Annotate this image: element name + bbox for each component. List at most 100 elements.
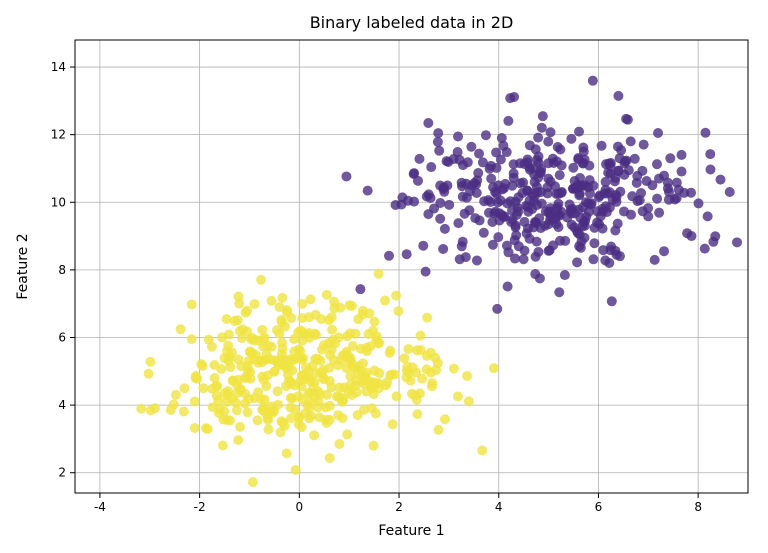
scatter-point (146, 405, 156, 415)
scatter-point (272, 386, 282, 396)
scatter-point (242, 407, 252, 417)
scatter-point (257, 357, 267, 367)
scatter-point (387, 370, 397, 380)
scatter-point (601, 185, 611, 195)
scatter-point (619, 206, 629, 216)
scatter-point (236, 384, 246, 394)
scatter-point (290, 405, 300, 415)
scatter-point (530, 269, 540, 279)
scatter-point (607, 296, 617, 306)
scatter-point (218, 441, 228, 451)
scatter-point (393, 306, 403, 316)
scatter-point (449, 364, 459, 374)
scatter-point (732, 237, 742, 247)
scatter-point (333, 410, 343, 420)
scatter-point (458, 237, 468, 247)
scatter-point (555, 170, 565, 180)
scatter-point (287, 355, 297, 365)
scatter-point (363, 186, 373, 196)
scatter-point (444, 200, 454, 210)
scatter-point (621, 114, 631, 124)
scatter-point (145, 357, 155, 367)
scatter-point (406, 376, 416, 386)
scatter-point (677, 167, 687, 177)
scatter-point (316, 314, 326, 324)
scatter-point (309, 430, 319, 440)
scatter-point (700, 128, 710, 138)
scatter-point (368, 326, 378, 336)
scatter-point (435, 214, 445, 224)
scatter-point (610, 176, 620, 186)
x-tick-label: -2 (194, 500, 206, 514)
scatter-point (566, 134, 576, 144)
scatter-point (223, 391, 233, 401)
scatter-point (426, 348, 436, 358)
x-tick-label: 0 (296, 500, 304, 514)
scatter-point (374, 368, 384, 378)
scatter-point (297, 371, 307, 381)
scatter-point (263, 424, 273, 434)
scatter-point (325, 401, 335, 411)
scatter-point (560, 270, 570, 280)
scatter-point (355, 284, 365, 294)
scatter-point (326, 382, 336, 392)
scatter-point (553, 142, 563, 152)
scatter-point (477, 446, 487, 456)
scatter-point (466, 142, 476, 152)
scatter-point (187, 299, 197, 309)
scatter-point (235, 422, 245, 432)
scatter-point (298, 353, 308, 363)
scatter-point (313, 386, 323, 396)
scatter-point (325, 453, 335, 463)
scatter-point (565, 199, 575, 209)
scatter-point (686, 188, 696, 198)
scatter-point (250, 299, 260, 309)
scatter-point (538, 111, 548, 121)
scatter-point (615, 251, 625, 261)
y-tick-label: 8 (58, 263, 66, 277)
scatter-point (422, 313, 432, 323)
scatter-point (552, 204, 562, 214)
y-tick-label: 4 (58, 398, 66, 412)
scatter-point (473, 168, 483, 178)
scatter-point (187, 334, 197, 344)
scatter-point (573, 155, 583, 165)
scatter-point (434, 146, 444, 156)
scatter-point (190, 423, 200, 433)
scatter-point (233, 291, 243, 301)
scatter-point (536, 167, 546, 177)
scatter-point (509, 173, 519, 183)
scatter-point (556, 188, 566, 198)
y-axis-label: Feature 2 (15, 233, 31, 299)
scatter-point (524, 162, 534, 172)
scatter-point (274, 329, 284, 339)
scatter-point (440, 414, 450, 424)
scatter-point (248, 477, 258, 487)
scatter-point (289, 346, 299, 356)
scatter-point (345, 300, 355, 310)
scatter-point (633, 196, 643, 206)
scatter-point (533, 133, 543, 143)
scatter-point (318, 372, 328, 382)
scatter-point (253, 415, 263, 425)
scatter-point (546, 127, 556, 137)
scatter-point (233, 435, 243, 445)
scatter-point (418, 241, 428, 251)
scatter-point (574, 127, 584, 137)
scatter-point (212, 391, 222, 401)
scatter-point (207, 342, 217, 352)
scatter-point (289, 334, 299, 344)
scatter-point (650, 255, 660, 265)
scatter-point (584, 161, 594, 171)
scatter-point (342, 429, 352, 439)
scatter-point (453, 391, 463, 401)
scatter-point (534, 213, 544, 223)
scatter-point (489, 363, 499, 373)
scatter-point (652, 194, 662, 204)
scatter-point (537, 123, 547, 133)
scatter-point (619, 158, 629, 168)
scatter-point (261, 381, 271, 391)
scatter-point (304, 403, 314, 413)
scatter-point (410, 390, 420, 400)
scatter-point (416, 331, 426, 341)
